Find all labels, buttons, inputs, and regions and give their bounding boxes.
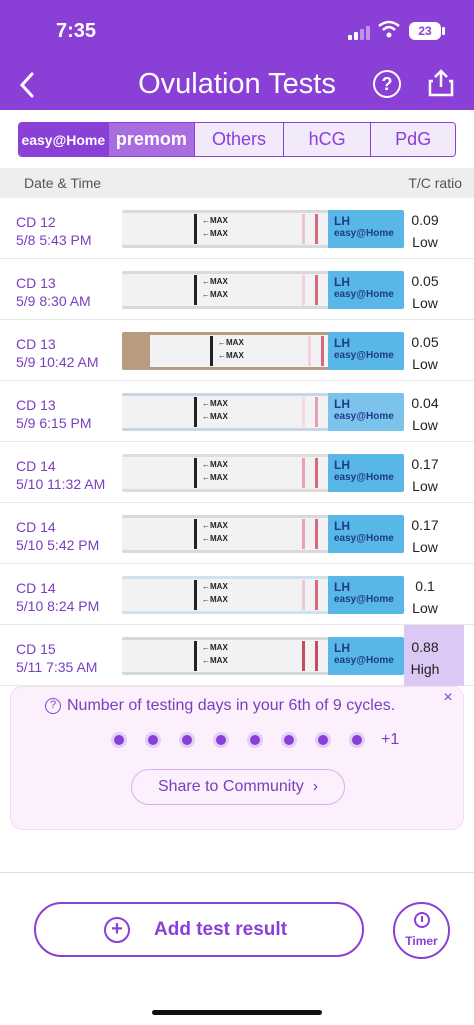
test-datetime: 5/10 8:24 PM [16,598,100,614]
test-strip-image[interactable]: ←MAX ←MAX LH easy@Home [122,332,404,370]
tc-ratio-value: 0.17 [411,456,439,472]
test-strip-image[interactable]: ←MAX ←MAX LH easy@Home [122,393,404,431]
test-datetime: 5/8 5:43 PM [16,232,92,248]
table-row[interactable]: CD 14 5/10 5:42 PM ←MAX ←MAX LH easy@Home … [0,503,474,564]
share-icon[interactable] [427,68,455,98]
test-strip-image[interactable]: ←MAX ←MAX LH easy@Home [122,576,404,614]
column-date-time: Date & Time [24,175,102,191]
testing-days-card: × ? Number of testing days in your 6th o… [10,686,464,830]
tc-ratio-value: 0.1 [415,578,435,594]
page-title: Ovulation Tests [138,68,336,100]
wifi-icon [378,20,400,38]
chevron-right-icon: › [308,778,319,795]
app-header: 7:35 23 Ovulation Tests ? [0,0,474,110]
add-test-result-button[interactable]: + Add test result [34,902,364,957]
column-tc-ratio: T/C ratio [408,175,462,191]
back-arrow-icon[interactable] [16,70,40,100]
cycle-day: CD 14 [16,519,56,535]
nav-bar: Ovulation Tests ? [0,60,474,110]
day-dot [179,732,195,748]
tc-ratio-value: 0.05 [411,273,439,289]
tc-level: Low [412,356,438,372]
share-to-community-button[interactable]: Share to Community › [131,769,345,805]
cycle-day: CD 12 [16,214,56,230]
day-dot [213,732,229,748]
extra-days-count: +1 [381,731,400,748]
test-datetime: 5/9 10:42 AM [16,354,99,370]
cycle-day: CD 15 [16,641,56,657]
test-datetime: 5/10 11:32 AM [16,476,106,492]
help-icon[interactable]: ? [373,70,401,98]
test-strip-image[interactable]: ←MAX ←MAX LH easy@Home [122,271,404,309]
day-dot [315,732,331,748]
cellular-signal-icon [348,24,374,40]
brand-tabs: easy@Home premom Others hCG PdG [18,122,456,157]
tc-level: Low [412,600,438,616]
question-icon[interactable]: ? [45,698,61,714]
battery-tip [442,27,445,35]
test-datetime: 5/9 8:30 AM [16,293,91,309]
tc-ratio-value: 0.09 [411,212,439,228]
tc-ratio-value: 0.88 [411,639,439,655]
table-header: Date & Time T/C ratio [0,168,474,198]
test-list: CD 12 5/8 5:43 PM ←MAX ←MAX LH easy@Home 0… [0,198,474,686]
test-datetime: 5/10 5:42 PM [16,537,100,553]
cycle-day: CD 13 [16,275,56,291]
table-row[interactable]: CD 12 5/8 5:43 PM ←MAX ←MAX LH easy@Home 0… [0,198,474,259]
tab-easy-at-home[interactable]: easy@Home [19,123,109,156]
timer-icon [414,912,430,928]
tc-level: Low [412,295,438,311]
day-dot [145,732,161,748]
tc-level: Low [412,417,438,433]
divider [0,872,474,873]
testing-days-message: Number of testing days in your 6th of 9 … [67,697,396,714]
tab-others[interactable]: Others [195,123,284,156]
day-dot [247,732,263,748]
test-strip-image[interactable]: ←MAX ←MAX LH easy@Home [122,515,404,553]
cycle-day: CD 13 [16,397,56,413]
home-indicator[interactable] [152,1010,322,1015]
tab-pdg[interactable]: PdG [371,123,455,156]
day-dot [281,732,297,748]
cycle-day: CD 14 [16,580,56,596]
status-time: 7:35 [56,20,97,42]
tc-level: High [410,661,440,677]
tc-ratio-value: 0.17 [411,517,439,533]
test-strip-image[interactable]: ←MAX ←MAX LH easy@Home [122,210,404,248]
test-datetime: 5/11 7:35 AM [16,659,98,675]
status-bar: 7:35 23 [0,0,474,60]
day-dot [349,732,365,748]
table-row[interactable]: CD 13 5/9 8:30 AM ←MAX ←MAX LH easy@Home 0… [0,259,474,320]
table-row[interactable]: CD 14 5/10 8:24 PM ←MAX ←MAX LH easy@Home … [0,564,474,625]
tc-level: Low [412,478,438,494]
tab-premom[interactable]: premom [108,123,196,156]
tc-level: Low [412,234,438,250]
tc-ratio-value: 0.04 [411,395,439,411]
table-row[interactable]: CD 15 5/11 7:35 AM ←MAX ←MAX LH easy@Home … [0,625,474,686]
cycle-day: CD 14 [16,458,56,474]
timer-label: Timer [405,934,438,948]
high-highlight [404,625,464,686]
testing-days-dots: +1 [111,731,399,749]
table-row[interactable]: CD 13 5/9 6:15 PM ←MAX ←MAX LH easy@Home 0… [0,381,474,442]
share-label: Share to Community [157,778,304,795]
plus-circle-icon: + [104,917,130,943]
tc-level: Low [412,539,438,555]
tab-hcg[interactable]: hCG [283,123,372,156]
add-test-result-label: Add test result [154,919,288,940]
test-datetime: 5/9 6:15 PM [16,415,92,431]
tc-ratio-value: 0.05 [411,334,439,350]
day-dot [111,732,127,748]
test-strip-image[interactable]: ←MAX ←MAX LH easy@Home [122,454,404,492]
timer-button[interactable]: Timer [393,902,450,959]
cycle-day: CD 13 [16,336,56,352]
table-row[interactable]: CD 13 5/9 10:42 AM ←MAX ←MAX LH easy@Home … [0,320,474,381]
close-icon[interactable]: × [443,689,453,706]
test-strip-image[interactable]: ←MAX ←MAX LH easy@Home [122,637,404,675]
battery-icon: 23 [409,22,441,40]
table-row[interactable]: CD 14 5/10 11:32 AM ←MAX ←MAX LH easy@Home… [0,442,474,503]
